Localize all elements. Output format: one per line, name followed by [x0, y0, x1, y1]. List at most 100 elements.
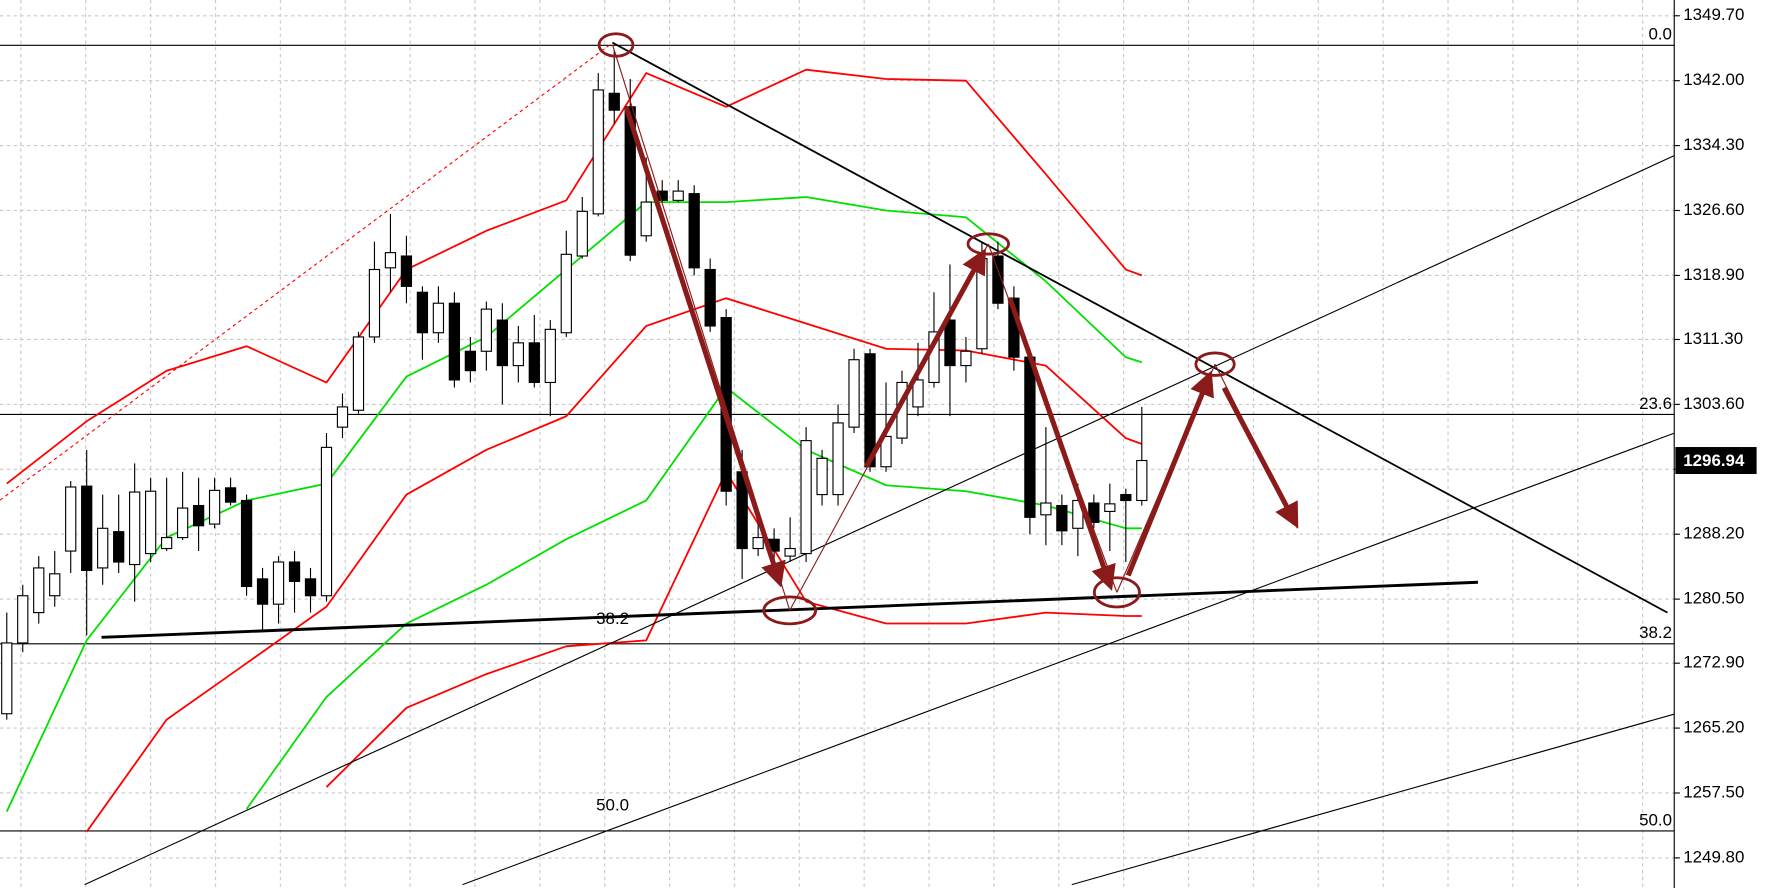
candle-body	[480, 308, 493, 352]
y-tick-label: 1303.60	[1683, 394, 1744, 413]
candle-body	[784, 547, 796, 557]
candle-body	[608, 92, 620, 111]
fib-anchor-line	[0, 42, 613, 501]
candle-body	[240, 499, 253, 588]
candle-body	[368, 268, 381, 338]
candle-layer	[1, 50, 1148, 720]
candle-body	[624, 106, 636, 256]
candle-body	[704, 268, 716, 327]
candle-body	[145, 490, 157, 555]
candle-body	[560, 253, 572, 334]
candle-body	[576, 210, 588, 257]
candle-body	[1136, 459, 1148, 502]
band-line	[6, 68, 1143, 485]
candle-body	[1056, 504, 1068, 532]
candle-body	[81, 485, 93, 572]
fib-label: 50.0	[1639, 810, 1672, 829]
pivot-circle	[966, 232, 1011, 256]
candle-body	[256, 578, 269, 605]
y-tick-label: 1326.60	[1683, 200, 1744, 219]
last-price-box	[1675, 447, 1757, 475]
candle-body	[224, 487, 237, 503]
candle-body	[992, 255, 1004, 304]
candle-body	[848, 359, 860, 428]
candle-body	[129, 491, 141, 566]
candle-body	[17, 595, 29, 644]
fib-label: 38.2	[1639, 623, 1672, 642]
candle-body	[416, 291, 429, 334]
grid-layer	[0, 15, 1675, 859]
arrow	[623, 106, 786, 588]
arrow	[1125, 370, 1214, 577]
candle-body	[1088, 502, 1100, 523]
band-line	[85, 297, 1143, 833]
candle-body	[160, 537, 173, 550]
candle-body	[1120, 494, 1132, 502]
fib-label: 23.6	[1639, 394, 1672, 413]
candle-body	[113, 531, 125, 563]
candle-body	[320, 446, 333, 597]
candle-body	[448, 302, 461, 381]
y-tick-label: 1265.20	[1683, 718, 1744, 737]
axis-layer: 1349.70 1342.00 1334.30 1326.60 1318.90 1311.…	[1674, 5, 1757, 866]
candle-body	[208, 489, 221, 525]
y-tick-label: 1311.30	[1683, 329, 1743, 348]
pivot-circle	[762, 595, 818, 626]
candle-body	[688, 193, 700, 269]
candle-body	[880, 435, 892, 468]
candle-body	[944, 319, 956, 367]
candle-body	[49, 573, 61, 597]
candle-body	[512, 342, 524, 367]
candle-body	[960, 350, 972, 367]
pattern-annotations	[597, 32, 1299, 626]
y-tick-label: 1334.30	[1683, 135, 1744, 154]
arrow	[1221, 386, 1299, 529]
y-tick-label: 1257.50	[1683, 782, 1744, 801]
candle-body	[544, 328, 556, 384]
candle-body	[800, 440, 812, 555]
candle-body	[65, 486, 77, 552]
arrow	[1007, 297, 1116, 591]
candle-body	[864, 353, 876, 468]
candle-body	[384, 252, 397, 269]
candle-body	[432, 302, 445, 334]
candle-body	[592, 89, 604, 215]
candle-body	[288, 561, 301, 582]
arrow	[864, 248, 986, 468]
candle-body	[336, 406, 349, 428]
candle-body	[1040, 502, 1052, 516]
candle-body	[192, 504, 205, 527]
candle-body	[752, 537, 764, 550]
y-tick-label: 1272.90	[1683, 653, 1744, 672]
candle-body	[1, 642, 13, 715]
candle-body	[272, 561, 285, 605]
fib-annotation: 50.0	[596, 795, 629, 814]
candle-body	[176, 507, 189, 539]
candle-body	[1104, 503, 1116, 513]
candle-body	[832, 422, 844, 496]
fib-label: 0.0	[1648, 25, 1672, 44]
resistance-line	[612, 41, 1668, 614]
candle-body	[304, 578, 317, 597]
candle-body	[496, 319, 508, 367]
candle-body	[97, 527, 109, 569]
y-tick-label: 1318.90	[1683, 265, 1744, 284]
candle-body	[1024, 356, 1036, 518]
last-price-label: 1296.94	[1683, 451, 1745, 470]
y-tick-label: 1249.80	[1683, 847, 1744, 866]
y-tick-label: 1288.20	[1683, 524, 1744, 543]
pivot-circle	[1092, 576, 1141, 609]
pivot-circle	[597, 32, 635, 58]
channel-line	[1071, 713, 1676, 886]
candle-body	[912, 379, 924, 408]
candle-body	[816, 457, 828, 496]
candle-body	[400, 255, 413, 287]
candle-body	[33, 567, 45, 614]
y-tick-label: 1342.00	[1683, 70, 1744, 89]
candle-body	[464, 350, 477, 372]
price-axis-area	[1674, 0, 1769, 888]
pivot-circle	[1194, 351, 1236, 377]
